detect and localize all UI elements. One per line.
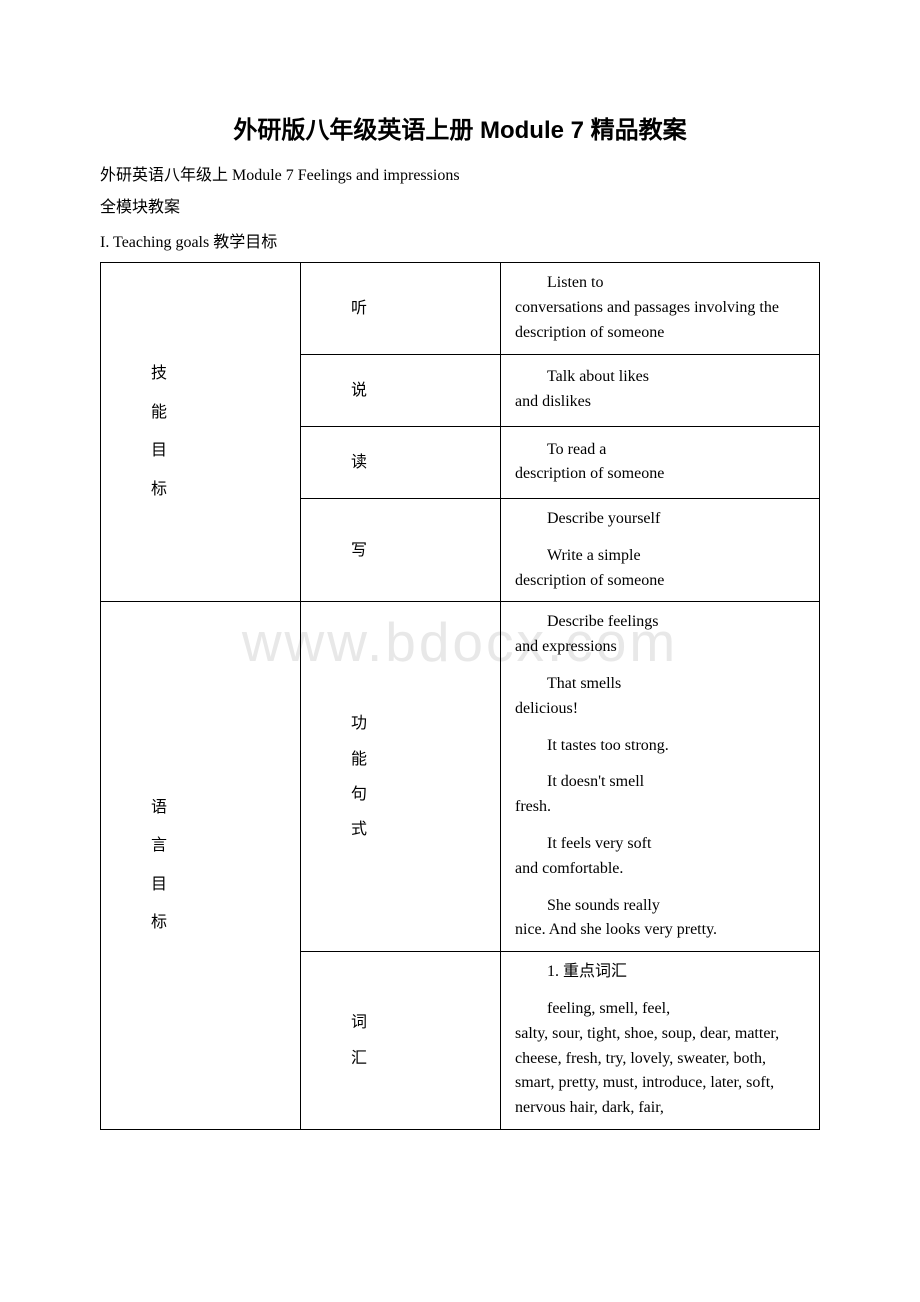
desc-vocab: 1. 重点词汇 feeling, smell, feel, salty, sou…: [501, 952, 820, 1130]
desc-sentences: Describe feelings and expressions That s…: [501, 602, 820, 952]
table-row: 技 能 目 标 听 Listen to conversations and pa…: [101, 263, 820, 354]
sub-label-write: 写: [301, 498, 501, 601]
sub-label-listen: 听: [301, 263, 501, 354]
section-heading: I. Teaching goals 教学目标: [100, 228, 820, 252]
desc-listen: Listen to conversations and passages inv…: [501, 263, 820, 354]
sub-label-read: 读: [301, 426, 501, 498]
desc-text: It tastes too strong.: [515, 734, 805, 759]
desc-text: 1. 重点词汇: [515, 960, 805, 985]
desc-text: Describe feelings: [515, 610, 805, 635]
desc-text: It doesn't smell: [515, 770, 805, 795]
desc-text: She sounds really: [515, 894, 805, 919]
group-label-language: 语 言 目 标: [101, 602, 301, 1130]
desc-text: feeling, smell, feel,: [515, 997, 805, 1022]
desc-text: Write a simple: [515, 544, 805, 569]
desc-read: To read a description of someone: [501, 426, 820, 498]
subtitle-line-2: 全模块教案: [100, 195, 820, 221]
table-row: 语 言 目 标 功 能 句 式 Describe feelings and ex…: [101, 602, 820, 952]
desc-text: It feels very soft: [515, 832, 805, 857]
desc-text: Describe yourself: [515, 507, 805, 532]
goals-table: 技 能 目 标 听 Listen to conversations and pa…: [100, 262, 820, 1130]
desc-text: Listen to: [515, 271, 805, 296]
desc-text: To read a: [515, 438, 805, 463]
sub-label-speak: 说: [301, 354, 501, 426]
desc-text: description of someone: [515, 569, 805, 594]
desc-text: nice. And she looks very pretty.: [515, 918, 805, 943]
desc-text: That smells: [515, 672, 805, 697]
subtitle-line-1: 外研英语八年级上 Module 7 Feelings and impressio…: [100, 163, 820, 189]
desc-text: description of someone: [515, 462, 805, 487]
desc-text: conversations and passages involving the…: [515, 296, 805, 346]
sub-label-sentences: 功 能 句 式: [301, 602, 501, 952]
desc-text: delicious!: [515, 697, 805, 722]
desc-text: and comfortable.: [515, 857, 805, 882]
group-label-skills: 技 能 目 标: [101, 263, 301, 602]
desc-text: fresh.: [515, 795, 805, 820]
desc-text: and expressions: [515, 635, 805, 660]
desc-text: Talk about likes: [515, 365, 805, 390]
desc-text: and dislikes: [515, 390, 805, 415]
desc-text: salty, sour, tight, shoe, soup, dear, ma…: [515, 1022, 805, 1121]
desc-speak: Talk about likes and dislikes: [501, 354, 820, 426]
desc-write: Describe yourself Write a simple descrip…: [501, 498, 820, 601]
sub-label-vocab: 词 汇: [301, 952, 501, 1130]
page-title: 外研版八年级英语上册 Module 7 精品教案: [100, 110, 820, 145]
